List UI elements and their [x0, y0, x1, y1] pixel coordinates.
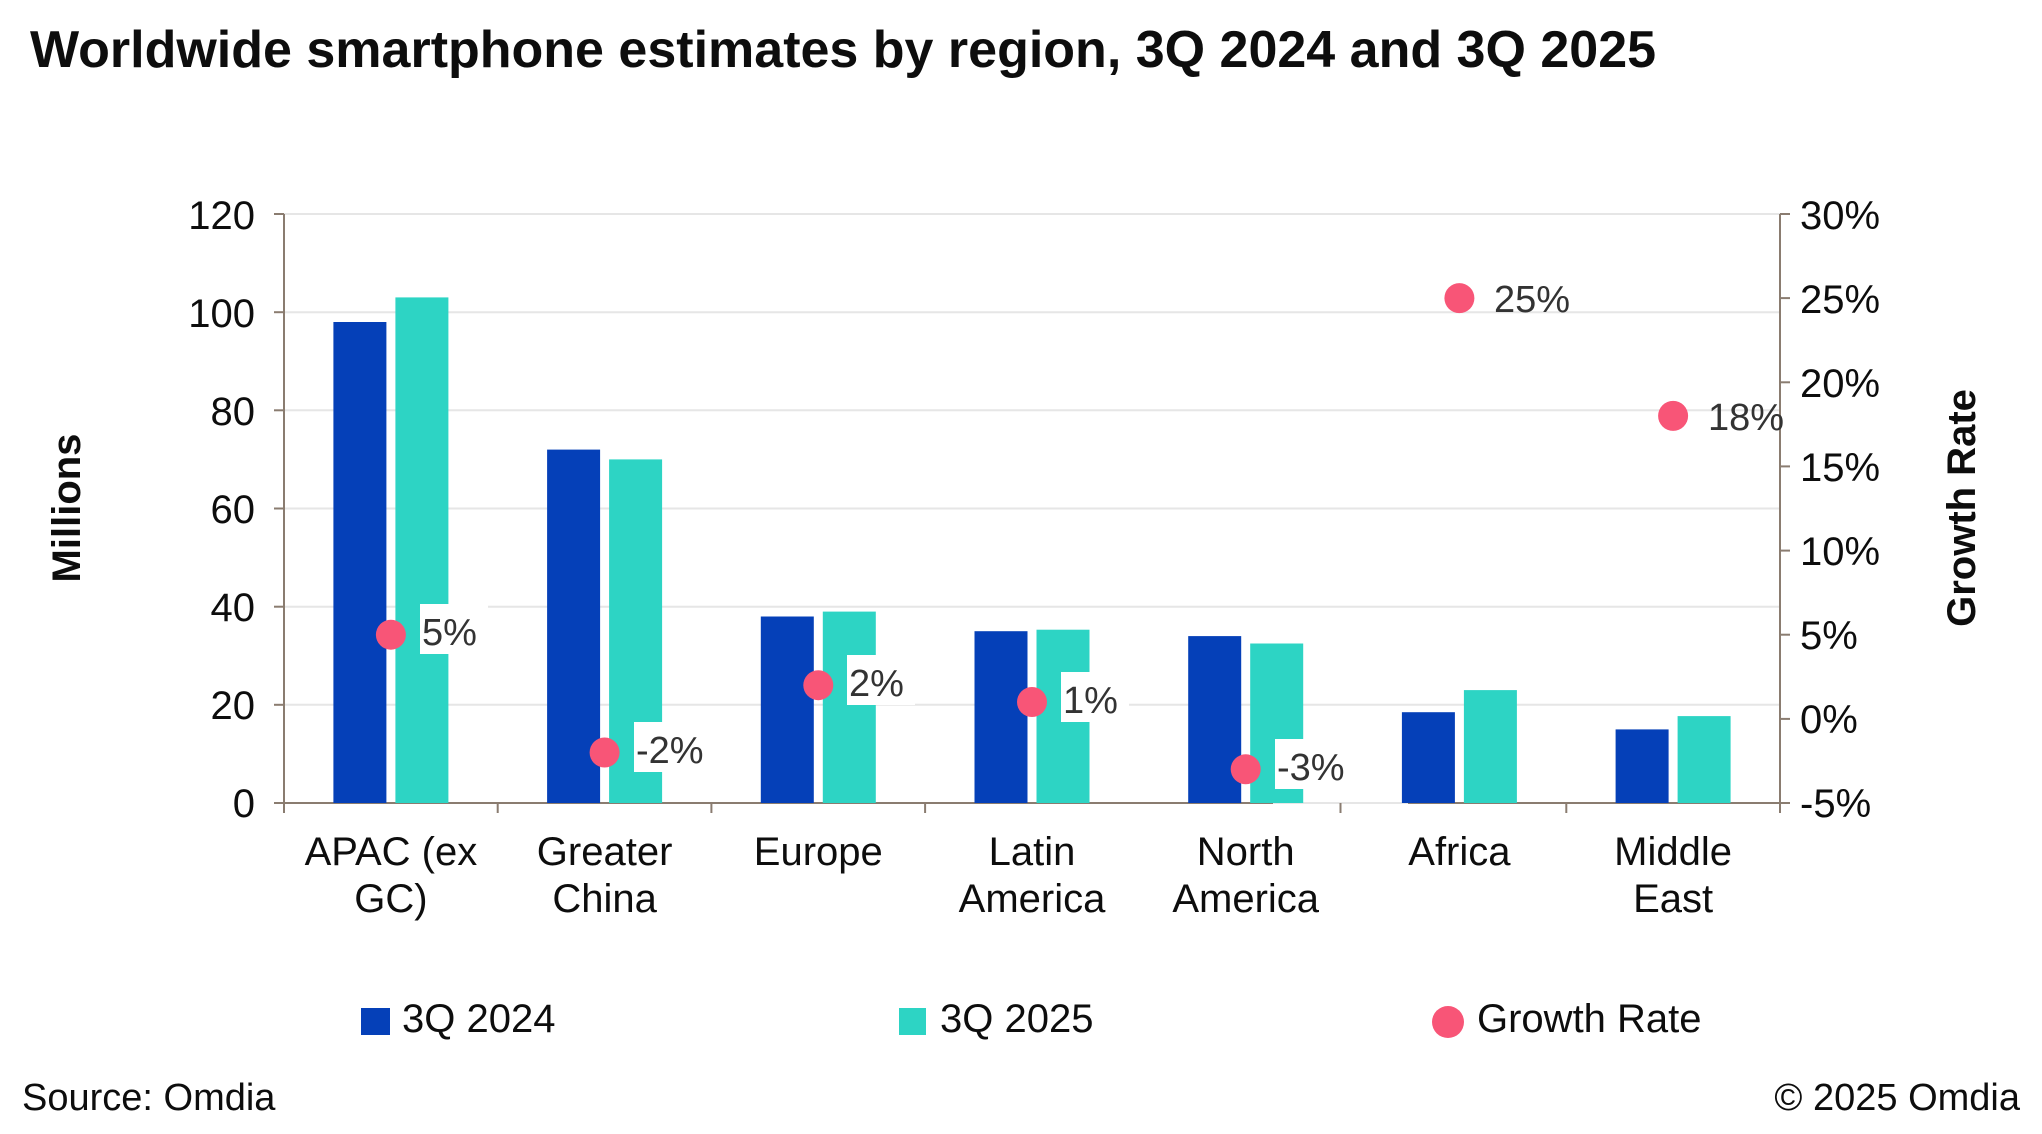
- svg-text:-2%: -2%: [636, 730, 704, 772]
- svg-text:60: 60: [211, 488, 256, 532]
- svg-text:APAC (ex: APAC (ex: [305, 830, 478, 874]
- svg-text:Source: Omdia: Source: Omdia: [22, 1077, 276, 1119]
- svg-text:18%: 18%: [1708, 397, 1784, 439]
- svg-text:40: 40: [211, 586, 256, 630]
- svg-text:15%: 15%: [1800, 446, 1880, 490]
- svg-text:0%: 0%: [1800, 698, 1858, 742]
- svg-text:© 2025 Omdia: © 2025 Omdia: [1774, 1077, 2020, 1119]
- svg-text:East: East: [1633, 877, 1713, 921]
- svg-text:20%: 20%: [1800, 362, 1880, 406]
- svg-text:Millions: Millions: [45, 434, 89, 583]
- svg-text:25%: 25%: [1800, 278, 1880, 322]
- svg-text:America: America: [1172, 877, 1319, 921]
- svg-text:5%: 5%: [1800, 614, 1858, 658]
- svg-text:5%: 5%: [422, 612, 477, 654]
- svg-text:120: 120: [188, 194, 255, 238]
- svg-text:10%: 10%: [1800, 530, 1880, 574]
- svg-text:2%: 2%: [849, 663, 904, 705]
- svg-text:0: 0: [233, 782, 255, 826]
- svg-text:Greater: Greater: [537, 830, 673, 874]
- svg-text:20: 20: [211, 684, 256, 728]
- svg-text:China: China: [552, 877, 657, 921]
- svg-text:GC): GC): [354, 877, 427, 921]
- svg-text:North: North: [1197, 830, 1295, 874]
- svg-text:Growth Rate: Growth Rate: [1940, 389, 1984, 627]
- svg-text:Middle: Middle: [1614, 830, 1732, 874]
- svg-text:America: America: [959, 877, 1106, 921]
- svg-text:Europe: Europe: [754, 830, 883, 874]
- svg-text:Growth Rate: Growth Rate: [1477, 997, 1702, 1041]
- svg-text:-5%: -5%: [1800, 782, 1871, 826]
- svg-text:100: 100: [188, 292, 255, 336]
- svg-text:3Q 2024: 3Q 2024: [402, 997, 555, 1041]
- svg-text:Africa: Africa: [1408, 830, 1511, 874]
- svg-text:1%: 1%: [1063, 680, 1118, 722]
- svg-text:-3%: -3%: [1277, 747, 1345, 789]
- svg-text:Latin: Latin: [989, 830, 1076, 874]
- svg-text:25%: 25%: [1494, 279, 1570, 321]
- svg-text:80: 80: [211, 390, 256, 434]
- svg-text:30%: 30%: [1800, 194, 1880, 238]
- svg-text:3Q 2025: 3Q 2025: [940, 997, 1093, 1041]
